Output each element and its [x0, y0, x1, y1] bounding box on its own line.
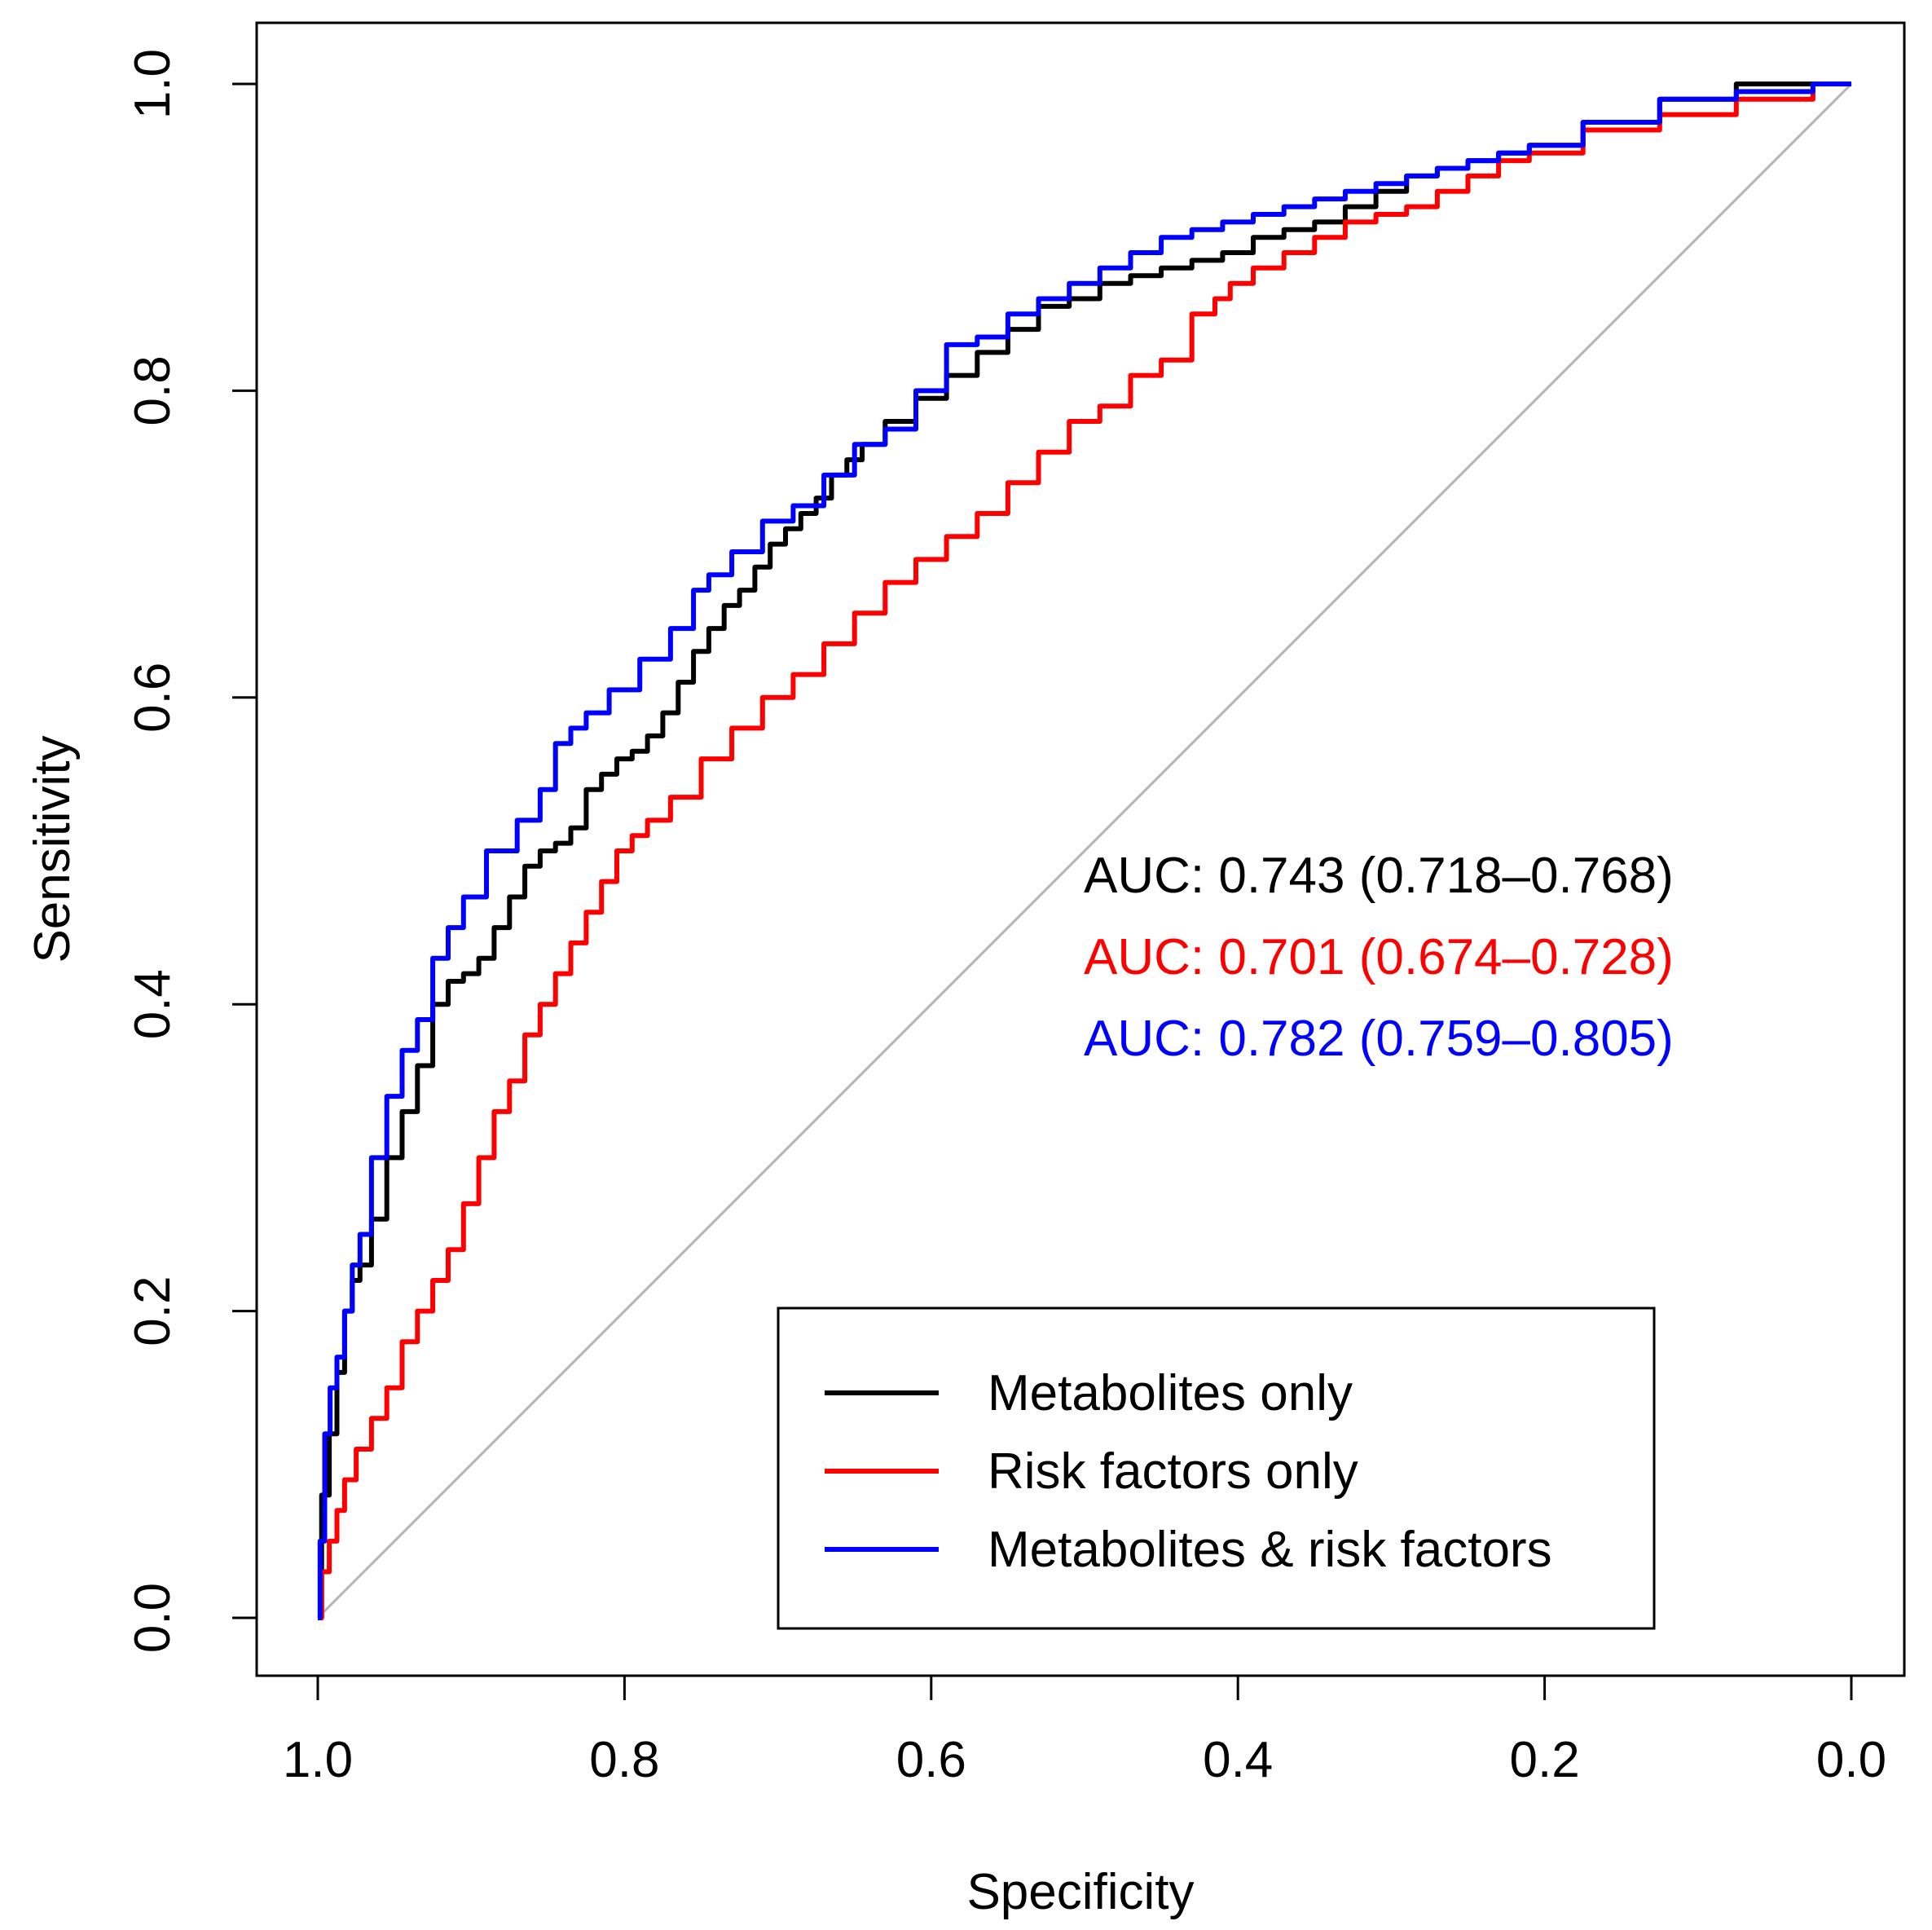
- series-line-metabolites: [318, 82, 1851, 1620]
- legend: Metabolites only Risk factors only Metab…: [777, 1306, 1656, 1630]
- y-axis: 0.0 0.2 0.4 0.6 0.8 1.0: [125, 49, 258, 1653]
- x-tick-label: 0.2: [1509, 1732, 1579, 1788]
- legend-box: [777, 1306, 1656, 1630]
- x-tick-label: 0.4: [1203, 1732, 1273, 1788]
- y-tick-label: 0.2: [125, 1276, 181, 1346]
- legend-label-risk-factors: Risk factors only: [988, 1443, 1358, 1500]
- legend-label-metabolites: Metabolites only: [988, 1365, 1353, 1421]
- reference-diagonal-line: [316, 82, 1853, 1619]
- x-axis-label: Specificity: [966, 1864, 1194, 1920]
- y-tick-label: 0.0: [125, 1583, 181, 1653]
- y-tick-label: 0.6: [125, 663, 181, 733]
- y-tick-label: 0.8: [125, 355, 181, 425]
- chart-marks: [316, 82, 1853, 1620]
- y-tick-label: 0.4: [125, 969, 181, 1039]
- auc-annotation-combined: AUC: 0.782 (0.759–0.805): [1084, 1011, 1674, 1067]
- legend-label-combined: Metabolites & risk factors: [988, 1522, 1552, 1578]
- series-layer: [317, 82, 1851, 1620]
- auc-annotation-metabolites: AUC: 0.743 (0.718–0.768): [1084, 848, 1674, 904]
- x-axis: 1.0 0.8 0.6 0.4 0.2 0.0: [283, 1674, 1886, 1788]
- y-axis-label: Sensitivity: [24, 735, 81, 963]
- x-tick-label: 1.0: [283, 1732, 353, 1788]
- x-tick-label: 0.6: [896, 1732, 966, 1788]
- y-tick-label: 1.0: [125, 49, 181, 119]
- x-tick-label: 0.8: [589, 1732, 659, 1788]
- auc-annotation-risk-factors: AUC: 0.701 (0.674–0.728): [1084, 929, 1674, 985]
- x-tick-label: 0.0: [1816, 1732, 1886, 1788]
- series-line-combined: [317, 82, 1851, 1620]
- series-line-risk-factors: [318, 82, 1851, 1620]
- auc-annotations: AUC: 0.743 (0.718–0.768) AUC: 0.701 (0.6…: [1084, 848, 1674, 1067]
